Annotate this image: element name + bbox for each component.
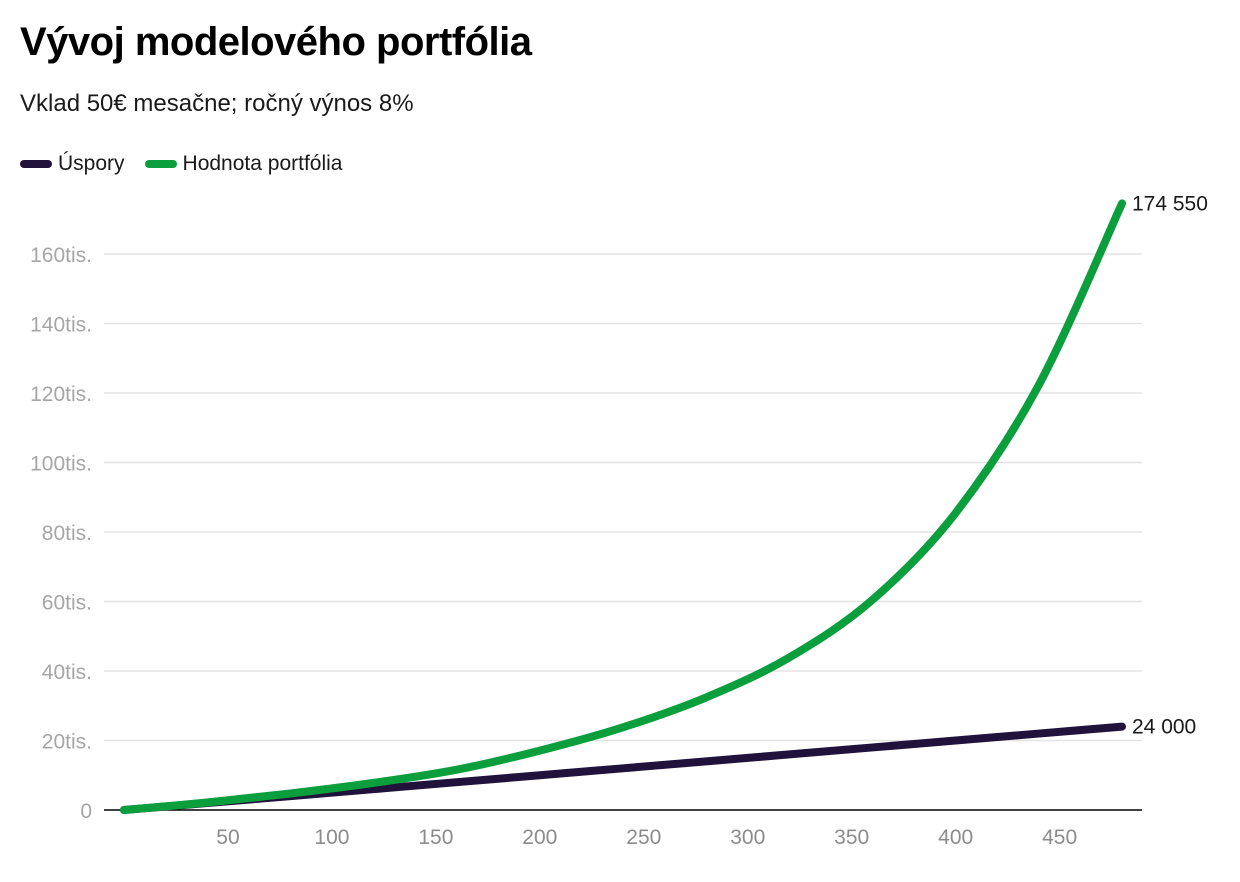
y-tick-label: 120tis. (30, 383, 92, 406)
legend-label-portfolio: Hodnota portfólia (182, 152, 343, 175)
y-tick-label: 40tis. (42, 661, 92, 684)
legend-swatch-savings (20, 160, 52, 168)
y-tick-label: 160tis. (30, 244, 92, 267)
y-tick-label: 0 (80, 800, 92, 823)
y-tick-label: 140tis. (30, 314, 92, 337)
legend-item-savings[interactable]: Úspory (20, 152, 125, 176)
end-label-savings: 24 000 (1132, 716, 1196, 739)
y-tick-label: 80tis. (42, 522, 92, 545)
x-tick-label: 300 (730, 826, 765, 849)
chart-title: Vývoj modelového portfólia (20, 20, 532, 64)
x-tick-label: 450 (1042, 826, 1077, 849)
legend-label-savings: Úspory (58, 152, 125, 175)
y-tick-label: 60tis. (42, 592, 92, 615)
x-tick-label: 350 (834, 826, 869, 849)
x-tick-label: 400 (938, 826, 973, 849)
x-tick-label: 200 (522, 826, 557, 849)
legend-item-portfolio[interactable]: Hodnota portfólia (144, 152, 343, 176)
y-tick-label: 100tis. (30, 453, 92, 476)
chart-subtitle: Vklad 50€ mesačne; ročný výnos 8% (20, 90, 414, 117)
legend-swatch-portfolio (144, 160, 177, 168)
x-tick-label: 50 (216, 826, 239, 849)
x-tick-label: 250 (626, 826, 661, 849)
end-label-portfolio: 174 550 (1132, 192, 1208, 215)
y-tick-label: 20tis. (42, 731, 92, 754)
x-tick-label: 100 (314, 826, 349, 849)
chart-legend: Úspory Hodnota portfólia (20, 152, 362, 176)
series-line-portfolio (120, 199, 1126, 814)
x-tick-label: 150 (418, 826, 453, 849)
